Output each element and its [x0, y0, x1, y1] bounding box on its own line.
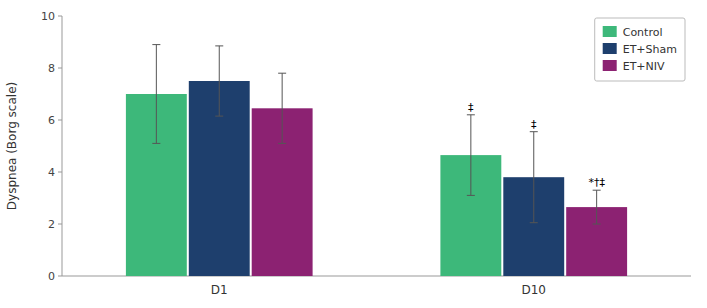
legend-swatch — [603, 43, 617, 54]
y-tick — [58, 172, 62, 173]
error-cap — [215, 45, 223, 46]
y-axis-line — [62, 16, 63, 276]
error-cap — [152, 143, 160, 144]
legend-frame — [595, 18, 685, 81]
annotation: *†‡ — [588, 176, 605, 189]
x-tick-label: D1 — [211, 283, 228, 297]
error-bar — [467, 115, 475, 196]
error-cap — [530, 131, 538, 132]
legend-label: ET+Sham — [623, 43, 677, 56]
y-tick — [58, 224, 62, 225]
error-line — [156, 45, 157, 144]
error-cap — [467, 114, 475, 115]
error-bar — [278, 73, 286, 143]
error-line — [596, 190, 597, 224]
y-tick-label: 6 — [48, 114, 55, 127]
error-cap — [278, 143, 286, 144]
x-tick-label: D10 — [521, 283, 546, 297]
error-line — [219, 46, 220, 116]
error-cap — [278, 73, 286, 74]
y-tick-label: 8 — [48, 62, 55, 75]
error-line — [470, 115, 471, 196]
error-cap — [152, 44, 160, 45]
error-cap — [593, 224, 601, 225]
legend-label: Control — [623, 26, 663, 39]
y-tick-label: 0 — [48, 270, 55, 283]
legend-swatch — [603, 26, 617, 37]
y-tick — [58, 120, 62, 121]
legend-label: ET+NIV — [623, 60, 665, 73]
error-bar — [530, 132, 538, 223]
bars — [126, 45, 627, 276]
error-cap — [593, 190, 601, 191]
annotation: ‡ — [468, 101, 474, 114]
error-cap — [215, 116, 223, 117]
error-line — [533, 132, 534, 223]
annotation: ‡ — [531, 118, 537, 131]
y-tick — [58, 68, 62, 69]
legend: Control ET+Sham ET+NIV — [595, 18, 685, 81]
error-cap — [467, 195, 475, 196]
y-tick — [58, 16, 62, 17]
y-tick — [58, 276, 62, 277]
y-tick-label: 4 — [48, 166, 55, 179]
y-tick-label: 10 — [41, 10, 55, 23]
legend-swatch — [603, 60, 617, 71]
error-bar — [152, 45, 160, 144]
error-bar — [215, 46, 223, 116]
error-line — [282, 73, 283, 143]
y-axis-label: Dyspnea (Borg scale) — [5, 82, 19, 210]
error-bar — [593, 190, 601, 224]
error-cap — [530, 222, 538, 223]
chart: 0 2 4 6 8 10 Dyspnea (Borg scale) D1 D10 ‡ ‡ *†‡ Con… — [0, 0, 707, 308]
y-tick-label: 2 — [48, 218, 55, 231]
